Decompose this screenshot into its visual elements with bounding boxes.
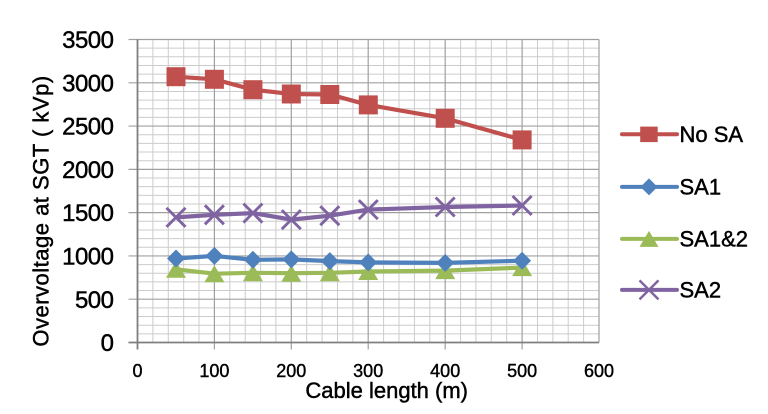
svg-text:2000: 2000 bbox=[62, 157, 114, 184]
svg-text:500: 500 bbox=[75, 287, 114, 314]
svg-text:SA1&2: SA1&2 bbox=[680, 227, 749, 252]
svg-text:3500: 3500 bbox=[62, 27, 114, 54]
svg-text:1000: 1000 bbox=[62, 244, 114, 271]
svg-text:SA2: SA2 bbox=[680, 278, 722, 303]
svg-text:400: 400 bbox=[430, 361, 460, 381]
svg-text:200: 200 bbox=[276, 361, 306, 381]
svg-text:2500: 2500 bbox=[62, 114, 114, 141]
svg-text:600: 600 bbox=[584, 361, 614, 381]
svg-text:0: 0 bbox=[101, 330, 114, 357]
svg-text:100: 100 bbox=[199, 361, 229, 381]
svg-text:Cable length (m): Cable length (m) bbox=[305, 378, 468, 403]
svg-text:No SA: No SA bbox=[680, 122, 744, 147]
svg-text:Overvoltage at SGT ( kVp): Overvoltage at SGT ( kVp) bbox=[29, 75, 54, 346]
svg-text:0: 0 bbox=[132, 361, 142, 381]
svg-text:3000: 3000 bbox=[62, 70, 114, 97]
svg-text:1500: 1500 bbox=[62, 200, 114, 227]
svg-text:500: 500 bbox=[507, 361, 537, 381]
svg-text:SA1: SA1 bbox=[680, 175, 722, 200]
svg-text:300: 300 bbox=[353, 361, 383, 381]
